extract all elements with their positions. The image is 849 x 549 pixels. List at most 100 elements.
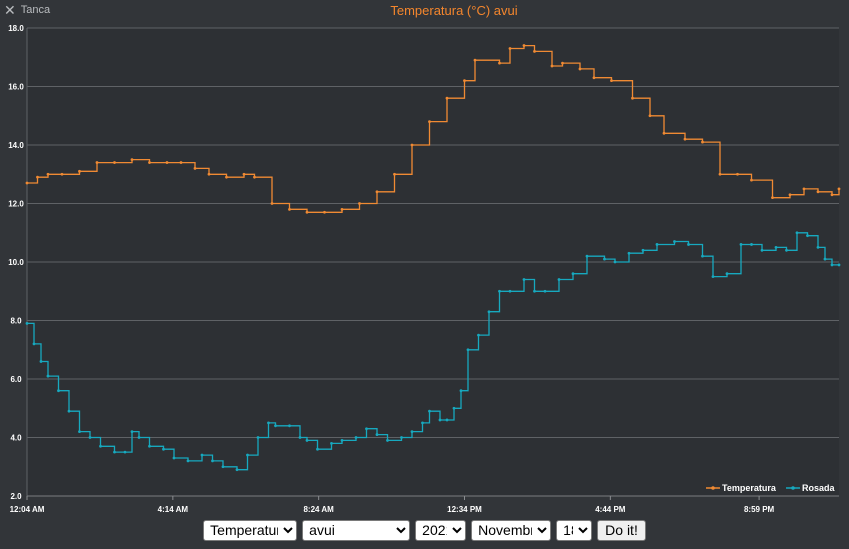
year-select[interactable]: 2021: [415, 519, 467, 541]
data-point-temperatura: [36, 175, 39, 179]
data-point-temperatura: [148, 161, 151, 164]
data-point-rosada: [186, 459, 190, 463]
data-point-rosada: [113, 450, 116, 454]
legend-marker-temperatura: [711, 486, 715, 490]
data-point-temperatura: [410, 143, 414, 147]
data-point-rosada: [603, 257, 606, 261]
data-point-rosada: [750, 243, 753, 246]
y-tick-label: 14.0: [8, 141, 24, 150]
data-point-rosada: [613, 260, 617, 264]
data-point-temperatura: [736, 172, 739, 176]
controls-bar: Temperatura avui 2021 Novembre 18 Do it!: [0, 518, 849, 542]
y-tick-label: 18.0: [8, 24, 24, 33]
data-point-rosada: [508, 289, 512, 293]
data-point-temperatura: [375, 190, 379, 194]
metric-select[interactable]: Temperatura: [203, 519, 298, 541]
data-point-temperatura: [130, 158, 134, 162]
data-point-rosada: [477, 333, 480, 337]
x-tick-label: 12:04 AM: [10, 505, 45, 514]
data-point-temperatura: [631, 96, 634, 100]
data-point-rosada: [830, 263, 834, 267]
data-point-rosada: [774, 245, 778, 249]
legend-label-temperatura[interactable]: Temperatura: [722, 483, 777, 493]
data-point-rosada: [571, 272, 575, 276]
data-point-rosada: [522, 278, 526, 281]
data-point-rosada: [274, 424, 277, 428]
legend-label-rosada[interactable]: Rosada: [802, 483, 836, 493]
close-label: Tanca: [20, 4, 51, 16]
data-point-temperatura: [701, 140, 704, 144]
data-point-rosada: [452, 406, 456, 410]
data-point-rosada: [354, 436, 358, 439]
data-point-rosada: [823, 257, 827, 261]
series-layer: [25, 44, 841, 472]
data-point-rosada: [837, 263, 841, 267]
data-point-rosada: [806, 234, 809, 238]
data-point-temperatura: [508, 47, 512, 50]
y-tick-label: 10.0: [8, 258, 24, 267]
data-point-rosada: [400, 436, 403, 439]
data-point-temperatura: [179, 161, 183, 164]
data-point-temperatura: [788, 193, 792, 197]
x-tick-label: 4:44 PM: [595, 505, 626, 514]
data-point-temperatura: [46, 172, 50, 176]
data-point-rosada: [445, 418, 449, 422]
data-point-rosada: [557, 278, 561, 281]
legend: Temperatura Rosada: [706, 483, 836, 493]
data-point-temperatura: [25, 181, 29, 185]
period-select[interactable]: avui: [302, 519, 411, 541]
data-point-rosada: [288, 424, 291, 428]
data-point-temperatura: [270, 202, 274, 205]
data-point-temperatura: [561, 61, 564, 65]
data-point-temperatura: [830, 193, 834, 197]
data-point-rosada: [739, 243, 743, 246]
data-point-rosada: [256, 436, 260, 439]
data-point-temperatura: [592, 76, 596, 80]
data-point-temperatura: [242, 172, 246, 176]
data-point-rosada: [130, 430, 134, 434]
data-point-temperatura: [323, 210, 326, 214]
data-point-rosada: [39, 360, 43, 363]
month-select[interactable]: Novembre: [471, 519, 552, 541]
close-button[interactable]: ✕ Tanca: [4, 2, 50, 18]
data-point-rosada: [421, 421, 424, 425]
x-tick-label: 8:24 AM: [303, 505, 334, 514]
data-point-temperatura: [683, 137, 687, 141]
data-point-rosada: [701, 254, 704, 258]
y-tick-label: 16.0: [8, 83, 24, 92]
y-axis: 2.0 4.0 6.0 8.0 10.0 12.0 14.0 16.0 18.0: [8, 24, 28, 501]
data-point-rosada: [67, 409, 71, 413]
data-point-rosada: [137, 436, 141, 439]
data-point-temperatura: [473, 58, 477, 62]
x-tick-label: 4:14 AM: [158, 505, 189, 514]
y-tick-label: 2.0: [10, 492, 22, 501]
x-axis: 12:04 AM 4:14 AM 8:24 AM 12:34 PM 4:44 PM 8:5…: [10, 495, 839, 514]
data-point-temperatura: [165, 161, 169, 164]
data-point-temperatura: [305, 210, 309, 214]
data-point-temperatura: [225, 175, 228, 179]
chart-title: Temperatura (°C) avui: [390, 3, 517, 18]
data-point-temperatura: [445, 96, 449, 100]
data-point-rosada: [148, 444, 151, 448]
data-point-rosada: [57, 389, 60, 393]
data-point-rosada: [88, 436, 92, 439]
submit-button[interactable]: Do it!: [597, 519, 646, 541]
data-point-rosada: [785, 248, 788, 252]
data-point-temperatura: [578, 67, 582, 71]
data-point-rosada: [655, 243, 659, 246]
y-tick-label: 4.0: [10, 434, 22, 443]
x-tick-label: 12:34 PM: [447, 505, 482, 514]
data-point-rosada: [585, 254, 589, 258]
data-point-rosada: [365, 427, 368, 431]
data-point-temperatura: [802, 187, 806, 191]
y-tick-label: 12.0: [8, 200, 24, 209]
data-point-rosada: [627, 251, 631, 255]
data-point-rosada: [330, 441, 333, 445]
day-select[interactable]: 18: [556, 519, 593, 541]
data-point-temperatura: [95, 161, 99, 164]
data-point-rosada: [99, 444, 102, 448]
series-line-rosada: [27, 232, 839, 471]
data-point-rosada: [32, 342, 36, 346]
close-icon[interactable]: ✕: [4, 1, 16, 18]
data-point-rosada: [438, 418, 442, 422]
